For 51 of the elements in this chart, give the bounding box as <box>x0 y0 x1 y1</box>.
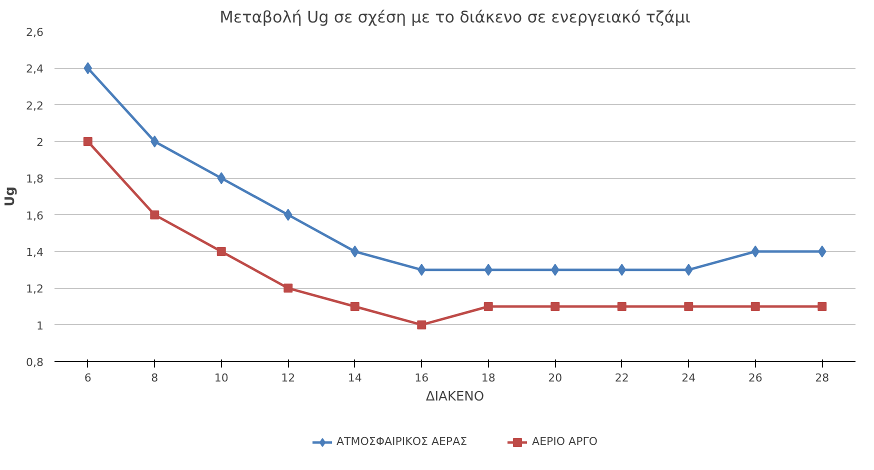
point <box>550 264 560 276</box>
x-tick-label: 10 <box>214 372 228 384</box>
point <box>417 264 426 276</box>
y-tick-label: 2 <box>36 136 44 149</box>
point <box>84 62 92 74</box>
y-tick-label: 1,4 <box>26 246 44 259</box>
legend-label: ΑΕΡΙΟ ΑΡΓΟ <box>532 435 598 448</box>
point <box>484 264 493 276</box>
point <box>217 172 226 184</box>
point <box>83 137 92 146</box>
y-tick-label: 0,8 <box>26 356 44 369</box>
x-tick-label: 16 <box>414 372 429 384</box>
y-tick-label: 2,2 <box>26 99 44 112</box>
y-tick-label: 2,4 <box>26 62 44 76</box>
point <box>284 284 293 293</box>
point <box>618 264 626 276</box>
y-axis-title: Ug <box>3 186 18 206</box>
x-tick-label: 14 <box>348 372 362 384</box>
point <box>150 136 159 148</box>
y-tick-label: 2,6 <box>26 26 44 39</box>
point <box>818 302 827 311</box>
legend-label: ΑΤΜΟΣΦΑΙΡΙΚΟΣ ΑΕΡΑΣ <box>336 435 468 448</box>
point <box>750 302 760 311</box>
chart-title: Μεταβολή Ug σε σχέση με το διάκενο σε ενεργειακό τζάμι <box>220 8 690 26</box>
point <box>818 246 826 258</box>
x-tick-label: 24 <box>682 372 696 384</box>
point <box>617 302 626 311</box>
y-tick-label: 1,8 <box>26 172 44 186</box>
point <box>150 210 160 220</box>
point <box>684 302 694 311</box>
point <box>284 208 292 221</box>
x-tick-label: 12 <box>281 372 296 384</box>
point <box>216 247 226 256</box>
point <box>350 246 360 258</box>
point <box>550 302 560 311</box>
x-tick-label: 6 <box>84 372 92 384</box>
y-tick-label: 1 <box>36 319 44 332</box>
y-tick-label: 1,2 <box>26 282 44 296</box>
point <box>350 302 360 311</box>
x-tick-label: 28 <box>815 372 830 384</box>
x-tick-label: 8 <box>151 372 158 384</box>
x-axis-title: ΔΙΑΚΕΝΟ <box>426 390 484 404</box>
point <box>484 302 493 311</box>
x-tick-label: 26 <box>748 372 762 384</box>
y-tick-label: 1,6 <box>26 209 44 222</box>
point <box>751 246 760 258</box>
x-tick-label: 18 <box>481 372 496 384</box>
point <box>417 320 426 330</box>
point <box>684 264 693 276</box>
x-tick-label: 22 <box>614 372 629 384</box>
x-tick-label: 20 <box>548 372 562 384</box>
